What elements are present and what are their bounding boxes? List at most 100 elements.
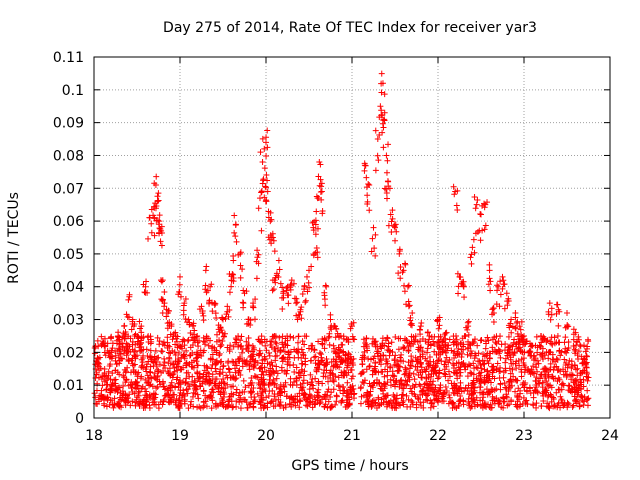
data-point (219, 338, 226, 345)
data-point (129, 346, 136, 353)
data-point (430, 386, 437, 393)
data-point (190, 357, 197, 364)
data-point (416, 326, 423, 333)
data-point (205, 342, 212, 349)
data-point (239, 266, 246, 273)
data-point (153, 376, 160, 383)
data-point (179, 345, 186, 352)
data-point (405, 396, 412, 403)
data-point (478, 377, 485, 384)
data-point (187, 401, 194, 408)
data-point (491, 375, 498, 382)
data-point (123, 340, 130, 347)
data-point (125, 356, 132, 363)
data-point (233, 362, 240, 369)
data-point (378, 396, 385, 403)
data-point (268, 234, 275, 241)
data-point (92, 394, 99, 401)
data-point (583, 364, 590, 371)
data-point (314, 392, 321, 399)
data-point (545, 371, 552, 378)
data-point (450, 365, 457, 372)
data-point (412, 363, 419, 370)
data-point (240, 287, 247, 294)
data-point (489, 344, 496, 351)
data-point (548, 393, 555, 400)
data-point (366, 181, 373, 188)
data-point (304, 288, 311, 295)
data-point (228, 283, 235, 290)
data-point (581, 393, 588, 400)
data-point (527, 371, 534, 378)
data-point (535, 360, 542, 367)
data-point (577, 343, 584, 350)
data-point (343, 399, 350, 406)
data-point (116, 360, 123, 367)
data-point (338, 369, 345, 376)
data-point (299, 290, 306, 297)
data-point (258, 189, 265, 196)
data-point (161, 342, 168, 349)
data-point (508, 316, 515, 323)
data-point (511, 336, 518, 343)
data-point (143, 346, 150, 353)
data-point (485, 390, 492, 397)
data-point (228, 273, 235, 280)
data-point (530, 402, 537, 409)
data-point (474, 342, 481, 349)
data-point (178, 400, 185, 407)
data-point (330, 356, 337, 363)
data-point (403, 392, 410, 399)
data-point (431, 348, 438, 355)
data-point (489, 306, 496, 313)
data-point (435, 370, 442, 377)
data-point (564, 347, 571, 354)
data-point (315, 357, 322, 364)
data-point (462, 384, 469, 391)
data-point (174, 374, 181, 381)
data-point (372, 167, 379, 174)
data-point (441, 370, 448, 377)
data-point (212, 310, 219, 317)
data-point (297, 308, 304, 315)
data-point (217, 371, 224, 378)
data-point (154, 217, 161, 224)
data-point (497, 381, 504, 388)
data-point (374, 152, 381, 159)
data-point (533, 374, 540, 381)
data-point (170, 330, 177, 337)
data-point (160, 362, 167, 369)
data-point (163, 313, 170, 320)
data-point (550, 375, 557, 382)
data-point (329, 403, 336, 410)
data-point (583, 352, 590, 359)
data-point (133, 396, 140, 403)
data-point (256, 195, 263, 202)
data-point (169, 336, 176, 343)
data-point (145, 333, 152, 340)
data-point (125, 394, 132, 401)
data-point (306, 284, 313, 291)
data-point (383, 152, 390, 159)
data-point (480, 394, 487, 401)
data-point (100, 339, 107, 346)
data-point (435, 356, 442, 363)
data-point (577, 381, 584, 388)
data-point (221, 330, 228, 337)
data-point (292, 402, 299, 409)
data-point (482, 345, 489, 352)
data-point (540, 335, 547, 342)
data-point (155, 190, 162, 197)
data-point (171, 391, 178, 398)
x-tick-label: 24 (601, 428, 619, 444)
data-point (202, 282, 209, 289)
data-point (470, 338, 477, 345)
data-point (544, 337, 551, 344)
data-point (574, 352, 581, 359)
data-point (117, 351, 124, 358)
data-point (307, 371, 314, 378)
data-point (194, 332, 201, 339)
data-point (315, 338, 322, 345)
data-point (176, 281, 183, 288)
data-point (335, 383, 342, 390)
